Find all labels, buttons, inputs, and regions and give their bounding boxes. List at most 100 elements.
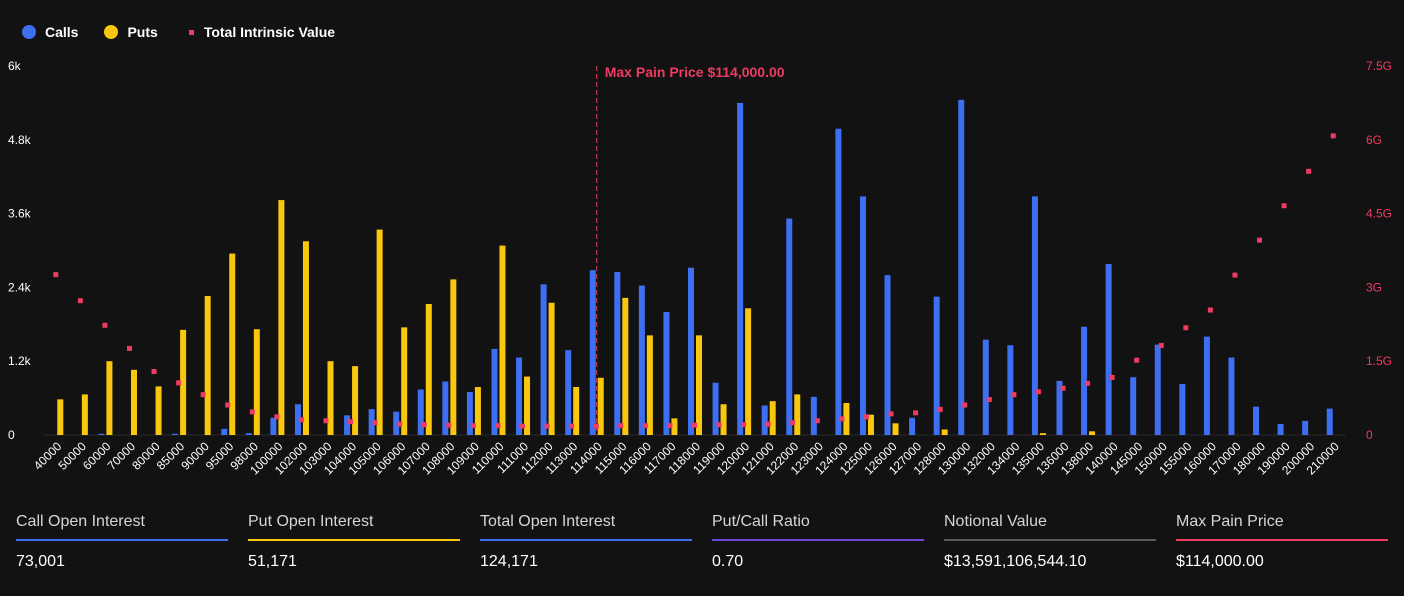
intrinsic-point — [495, 423, 501, 429]
calls-bar — [1056, 380, 1063, 435]
puts-bar — [474, 387, 481, 435]
calls-bar — [810, 396, 817, 435]
puts-bar — [548, 302, 555, 435]
stat-label: Total Open Interest — [480, 513, 616, 530]
stat-value: 51,171 — [248, 553, 297, 570]
intrinsic-point — [151, 369, 157, 375]
open-interest-chart: 0 1.2k 2.4k 3.6k 4.8k 6k 0 1.5G 3G 4.5G 6G 7.5G Max … — [8, 59, 1392, 477]
puts-bar — [622, 297, 629, 435]
intrinsic-square-icon — [188, 29, 194, 35]
stat-label: Max Pain Price — [1176, 513, 1284, 530]
puts-bar — [81, 394, 88, 435]
intrinsic-point — [888, 411, 894, 417]
puts-bar — [745, 308, 752, 435]
calls-bar — [933, 296, 940, 435]
puts-bar — [1039, 433, 1046, 435]
legend-calls[interactable]: Calls — [22, 24, 78, 40]
intrinsic-point — [839, 416, 845, 422]
intrinsic-point — [692, 422, 697, 428]
puts-bar — [278, 200, 285, 435]
stat-value: 73,001 — [16, 553, 65, 570]
puts-bar — [1089, 431, 1096, 435]
puts-bar — [253, 329, 260, 435]
legend-intrinsic[interactable]: Total Intrinsic Value — [184, 24, 335, 40]
intrinsic-point — [1207, 307, 1213, 313]
calls-bar — [761, 405, 768, 435]
puts-bar — [327, 361, 334, 435]
legend-puts[interactable]: Puts — [104, 24, 158, 40]
puts-bar — [180, 329, 187, 435]
intrinsic-point — [986, 397, 992, 403]
stat-call-open-interest: Call Open Interest 73,001 — [16, 505, 228, 571]
calls-bar — [540, 284, 547, 435]
calls-bar — [1326, 408, 1333, 435]
intrinsic-point — [790, 420, 796, 426]
intrinsic-point — [372, 420, 378, 426]
intrinsic-point — [323, 418, 329, 424]
intrinsic-point — [642, 423, 648, 429]
intrinsic-point — [1306, 168, 1312, 174]
stats-bar: Call Open Interest 73,001 Put Open Inter… — [0, 505, 1404, 585]
y-right-tick-label: 3G — [1366, 280, 1382, 294]
puts-bar — [794, 394, 801, 435]
calls-bar — [270, 417, 277, 435]
stat-value: 0.70 — [712, 553, 744, 570]
calls-bar — [221, 428, 228, 435]
y-left-tick-label: 1.2k — [8, 354, 32, 368]
stat-label: Put/Call Ratio — [712, 513, 810, 530]
y-right-tick-label: 7.5G — [1366, 59, 1392, 73]
calls-bar — [859, 196, 866, 435]
stat-underline — [1176, 539, 1388, 541]
puts-bar — [450, 279, 457, 435]
y-left-tick-label: 3.6k — [8, 207, 32, 221]
calls-bar — [1203, 336, 1210, 435]
calls-bar — [737, 102, 744, 436]
calls-bar — [614, 272, 621, 435]
intrinsic-point — [716, 422, 722, 428]
stat-label: Notional Value — [944, 513, 1047, 530]
stat-underline — [712, 539, 924, 541]
intrinsic-point — [814, 418, 820, 424]
intrinsic-point — [569, 423, 575, 429]
calls-bar — [589, 270, 596, 435]
stat-put-open-interest: Put Open Interest 51,171 — [248, 505, 460, 571]
calls-bar — [1031, 196, 1038, 435]
y-right-tick-label: 1.5G — [1366, 354, 1392, 368]
stat-value: $13,591,106,544.10 — [944, 553, 1087, 570]
puts-dot-icon — [104, 25, 119, 39]
intrinsic-point — [520, 423, 526, 429]
intrinsic-point — [937, 406, 943, 412]
calls-bar — [1277, 423, 1284, 435]
y-right-tick-label: 6G — [1366, 133, 1382, 147]
calls-bar — [393, 411, 400, 435]
intrinsic-point — [618, 423, 624, 429]
puts-bar — [425, 304, 432, 435]
stat-underline — [480, 539, 692, 541]
intrinsic-point — [421, 422, 427, 428]
calls-bar — [491, 348, 498, 435]
puts-bar — [352, 366, 359, 435]
stat-value: 124,171 — [480, 553, 538, 570]
calls-bar — [1302, 420, 1309, 435]
calls-bar — [982, 339, 989, 435]
intrinsic-point — [863, 414, 869, 420]
calls-bar — [294, 404, 301, 435]
intrinsic-point — [249, 409, 255, 415]
y-left-tick-label: 4.8k — [8, 133, 32, 147]
intrinsic-point — [1232, 272, 1238, 278]
calls-bar — [1179, 383, 1186, 435]
intrinsic-point — [593, 423, 599, 429]
max-pain-label: Max Pain Price $114,000.00 — [605, 64, 785, 80]
calls-bar — [442, 381, 449, 435]
calls-bar — [1130, 377, 1137, 435]
legend-puts-label: Puts — [127, 24, 158, 40]
calls-bar — [786, 218, 793, 435]
intrinsic-point — [1183, 325, 1189, 331]
intrinsic-point — [200, 392, 206, 398]
intrinsic-point — [397, 421, 403, 427]
puts-bar — [696, 335, 702, 435]
y-left-tick-label: 0 — [8, 428, 15, 442]
puts-bar — [106, 361, 113, 435]
intrinsic-point — [1060, 385, 1066, 391]
calls-bar — [368, 409, 375, 435]
